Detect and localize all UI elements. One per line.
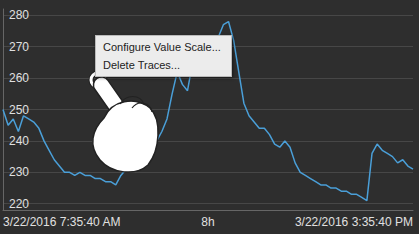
svg-text:280: 280 (9, 8, 29, 22)
html-text:Delete Traces...: Delete Traces... (103, 59, 180, 71)
svg-text:270: 270 (9, 40, 29, 54)
svg-text:8h: 8h (201, 215, 214, 229)
svg-text:220: 220 (9, 197, 29, 211)
svg-text:250: 250 (9, 103, 29, 117)
svg-text:3/22/2016 3:35:40 PM: 3/22/2016 3:35:40 PM (295, 215, 413, 229)
svg-text:240: 240 (9, 134, 29, 148)
svg-text:230: 230 (9, 165, 29, 179)
svg-text:3/22/2016 7:35:40 AM: 3/22/2016 7:35:40 AM (3, 215, 120, 229)
svg-text:260: 260 (9, 71, 29, 85)
html-text:Configure Value Scale...: Configure Value Scale... (103, 41, 221, 53)
